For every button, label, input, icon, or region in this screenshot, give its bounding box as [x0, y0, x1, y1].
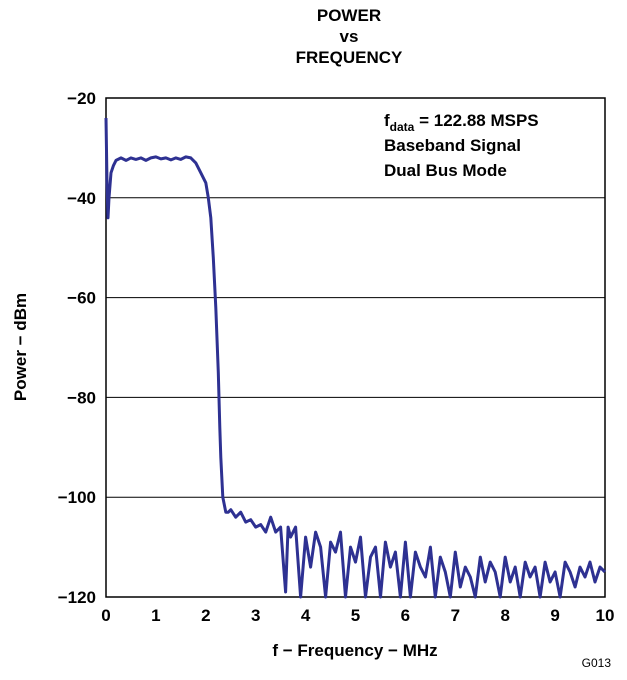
x-tick-label: 8 — [500, 606, 509, 625]
x-tick-label: 3 — [251, 606, 260, 625]
series-line — [104, 117, 607, 599]
x-tick-label: 9 — [550, 606, 559, 625]
y-tick-label: −100 — [58, 488, 96, 507]
chart-title-line-1: POWER — [317, 6, 381, 25]
y-tick-label: −60 — [67, 289, 96, 308]
series-group — [104, 117, 607, 599]
y-tick-label: −120 — [58, 588, 96, 607]
y-axis-label: Power − dBm — [11, 293, 30, 401]
x-tick-label: 5 — [351, 606, 360, 625]
grid-lines — [106, 197, 605, 498]
y-axis-tick-labels: −20 −40 −60 −80 −100 −120 — [58, 89, 96, 607]
x-tick-label: 7 — [451, 606, 460, 625]
x-tick-label: 4 — [301, 606, 311, 625]
x-axis-tick-labels: 0 1 2 3 4 5 6 7 8 9 10 — [101, 606, 614, 625]
y-tick-label: −80 — [67, 388, 96, 407]
annotation-bus-mode: Dual Bus Mode — [384, 161, 507, 180]
x-axis-label: f − Frequency − MHz — [272, 641, 437, 660]
annotation-f-symbol: f — [384, 111, 390, 130]
annotation-rate-value: = 122.88 MSPS — [414, 111, 538, 130]
x-tick-label: 10 — [596, 606, 615, 625]
chart-title-line-2: vs — [340, 27, 359, 46]
x-tick-label: 2 — [201, 606, 210, 625]
plot-frame — [105, 97, 606, 598]
figure-id: G013 — [582, 656, 612, 670]
annotation-signal-type: Baseband Signal — [384, 136, 521, 155]
annotation-subscript: data — [390, 120, 415, 134]
y-tick-label: −20 — [67, 89, 96, 108]
y-tick-label: −40 — [67, 189, 96, 208]
annotation-sample-rate: fdata = 122.88 MSPS — [384, 111, 539, 134]
chart-title-line-3: FREQUENCY — [296, 48, 403, 67]
x-tick-label: 0 — [101, 606, 110, 625]
x-tick-label: 1 — [151, 606, 160, 625]
x-tick-label: 6 — [401, 606, 410, 625]
